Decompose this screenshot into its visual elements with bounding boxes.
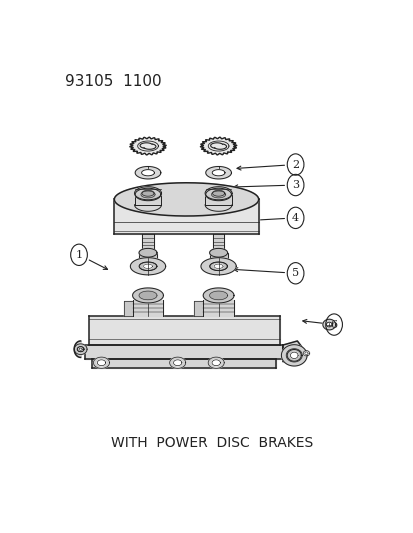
Polygon shape [97,360,105,366]
Polygon shape [211,360,220,366]
Polygon shape [194,301,203,316]
Polygon shape [135,166,160,179]
Polygon shape [143,264,152,269]
Polygon shape [140,295,155,301]
Polygon shape [281,345,306,366]
Polygon shape [209,248,227,257]
Polygon shape [74,341,81,358]
Polygon shape [123,301,132,316]
Polygon shape [92,359,276,368]
Polygon shape [209,253,227,260]
Polygon shape [74,344,87,354]
Text: 4: 4 [291,213,299,223]
Polygon shape [211,295,225,301]
Polygon shape [325,322,331,327]
Polygon shape [130,258,165,275]
Polygon shape [169,357,185,368]
Polygon shape [135,188,160,201]
Polygon shape [134,193,161,205]
Polygon shape [132,288,163,303]
Polygon shape [139,291,157,300]
Polygon shape [139,248,157,257]
Polygon shape [140,191,155,198]
Polygon shape [139,253,157,260]
Polygon shape [114,183,258,216]
Polygon shape [139,262,157,271]
Polygon shape [205,188,231,201]
Polygon shape [209,291,227,300]
Polygon shape [208,357,224,368]
Polygon shape [79,348,82,350]
Polygon shape [132,301,163,316]
Polygon shape [114,199,258,235]
Polygon shape [203,301,233,316]
Polygon shape [209,262,227,271]
Polygon shape [212,235,224,253]
Polygon shape [205,189,231,195]
Polygon shape [173,360,181,366]
Polygon shape [135,189,160,195]
Polygon shape [142,190,154,196]
Text: 2: 2 [291,159,299,169]
Polygon shape [85,345,282,359]
Text: 3: 3 [291,180,299,190]
Polygon shape [77,346,83,352]
Polygon shape [209,262,227,270]
Text: 5: 5 [291,268,299,278]
Polygon shape [93,357,109,368]
Polygon shape [212,169,225,176]
Polygon shape [204,187,232,200]
Polygon shape [290,352,297,359]
Polygon shape [302,351,309,356]
Text: 6: 6 [330,320,337,329]
Polygon shape [142,235,153,253]
Polygon shape [282,341,303,364]
Polygon shape [200,137,236,155]
Polygon shape [204,193,232,205]
Polygon shape [304,352,307,354]
Polygon shape [203,288,233,303]
Polygon shape [200,258,236,275]
Polygon shape [322,319,335,330]
Polygon shape [212,190,224,196]
Polygon shape [130,137,166,155]
Polygon shape [141,169,154,176]
Polygon shape [134,187,161,200]
Text: 93105  1100: 93105 1100 [64,74,161,89]
Polygon shape [287,350,301,361]
Text: 1: 1 [75,250,82,260]
Text: WITH  POWER  DISC  BRAKES: WITH POWER DISC BRAKES [111,436,313,450]
Polygon shape [88,316,279,345]
Polygon shape [285,349,301,362]
Polygon shape [205,166,231,179]
Polygon shape [139,262,156,270]
Polygon shape [214,264,223,269]
Polygon shape [211,191,225,198]
Polygon shape [77,346,84,352]
